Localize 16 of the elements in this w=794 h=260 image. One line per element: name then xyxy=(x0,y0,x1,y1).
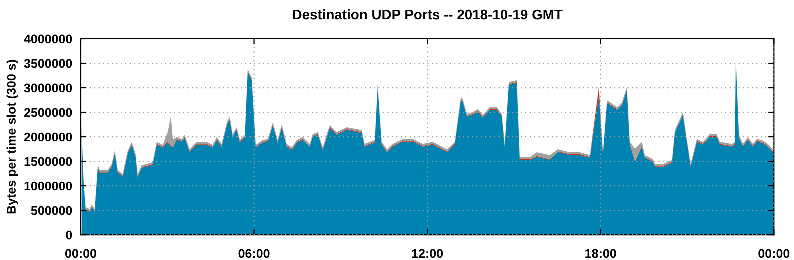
y-tick-label: 500000 xyxy=(31,206,72,216)
x-tick-label: 00:00 xyxy=(66,249,96,258)
y-tick-label: 2000000 xyxy=(24,132,72,142)
y-tick-label: 1000000 xyxy=(24,182,72,191)
y-tick-label: 1500000 xyxy=(24,157,72,166)
chart-title: Destination UDP Ports -- 2018-10-19 GMT xyxy=(293,9,563,20)
x-tick-label: 06:00 xyxy=(238,249,270,258)
x-tick-label: 18:00 xyxy=(586,249,616,258)
y-tick-label: 4000000 xyxy=(24,34,72,44)
y-tick-label: 0 xyxy=(66,230,72,240)
y-tick-label: 2500000 xyxy=(24,108,72,118)
x-tick-label: 00:00 xyxy=(758,249,790,258)
y-tick-label: 3000000 xyxy=(24,84,72,93)
y-axis-title: Bytes per time slot (300 s) xyxy=(6,60,18,214)
y-tick-label: 3500000 xyxy=(24,59,72,68)
x-tick-label: 12:00 xyxy=(412,249,444,258)
